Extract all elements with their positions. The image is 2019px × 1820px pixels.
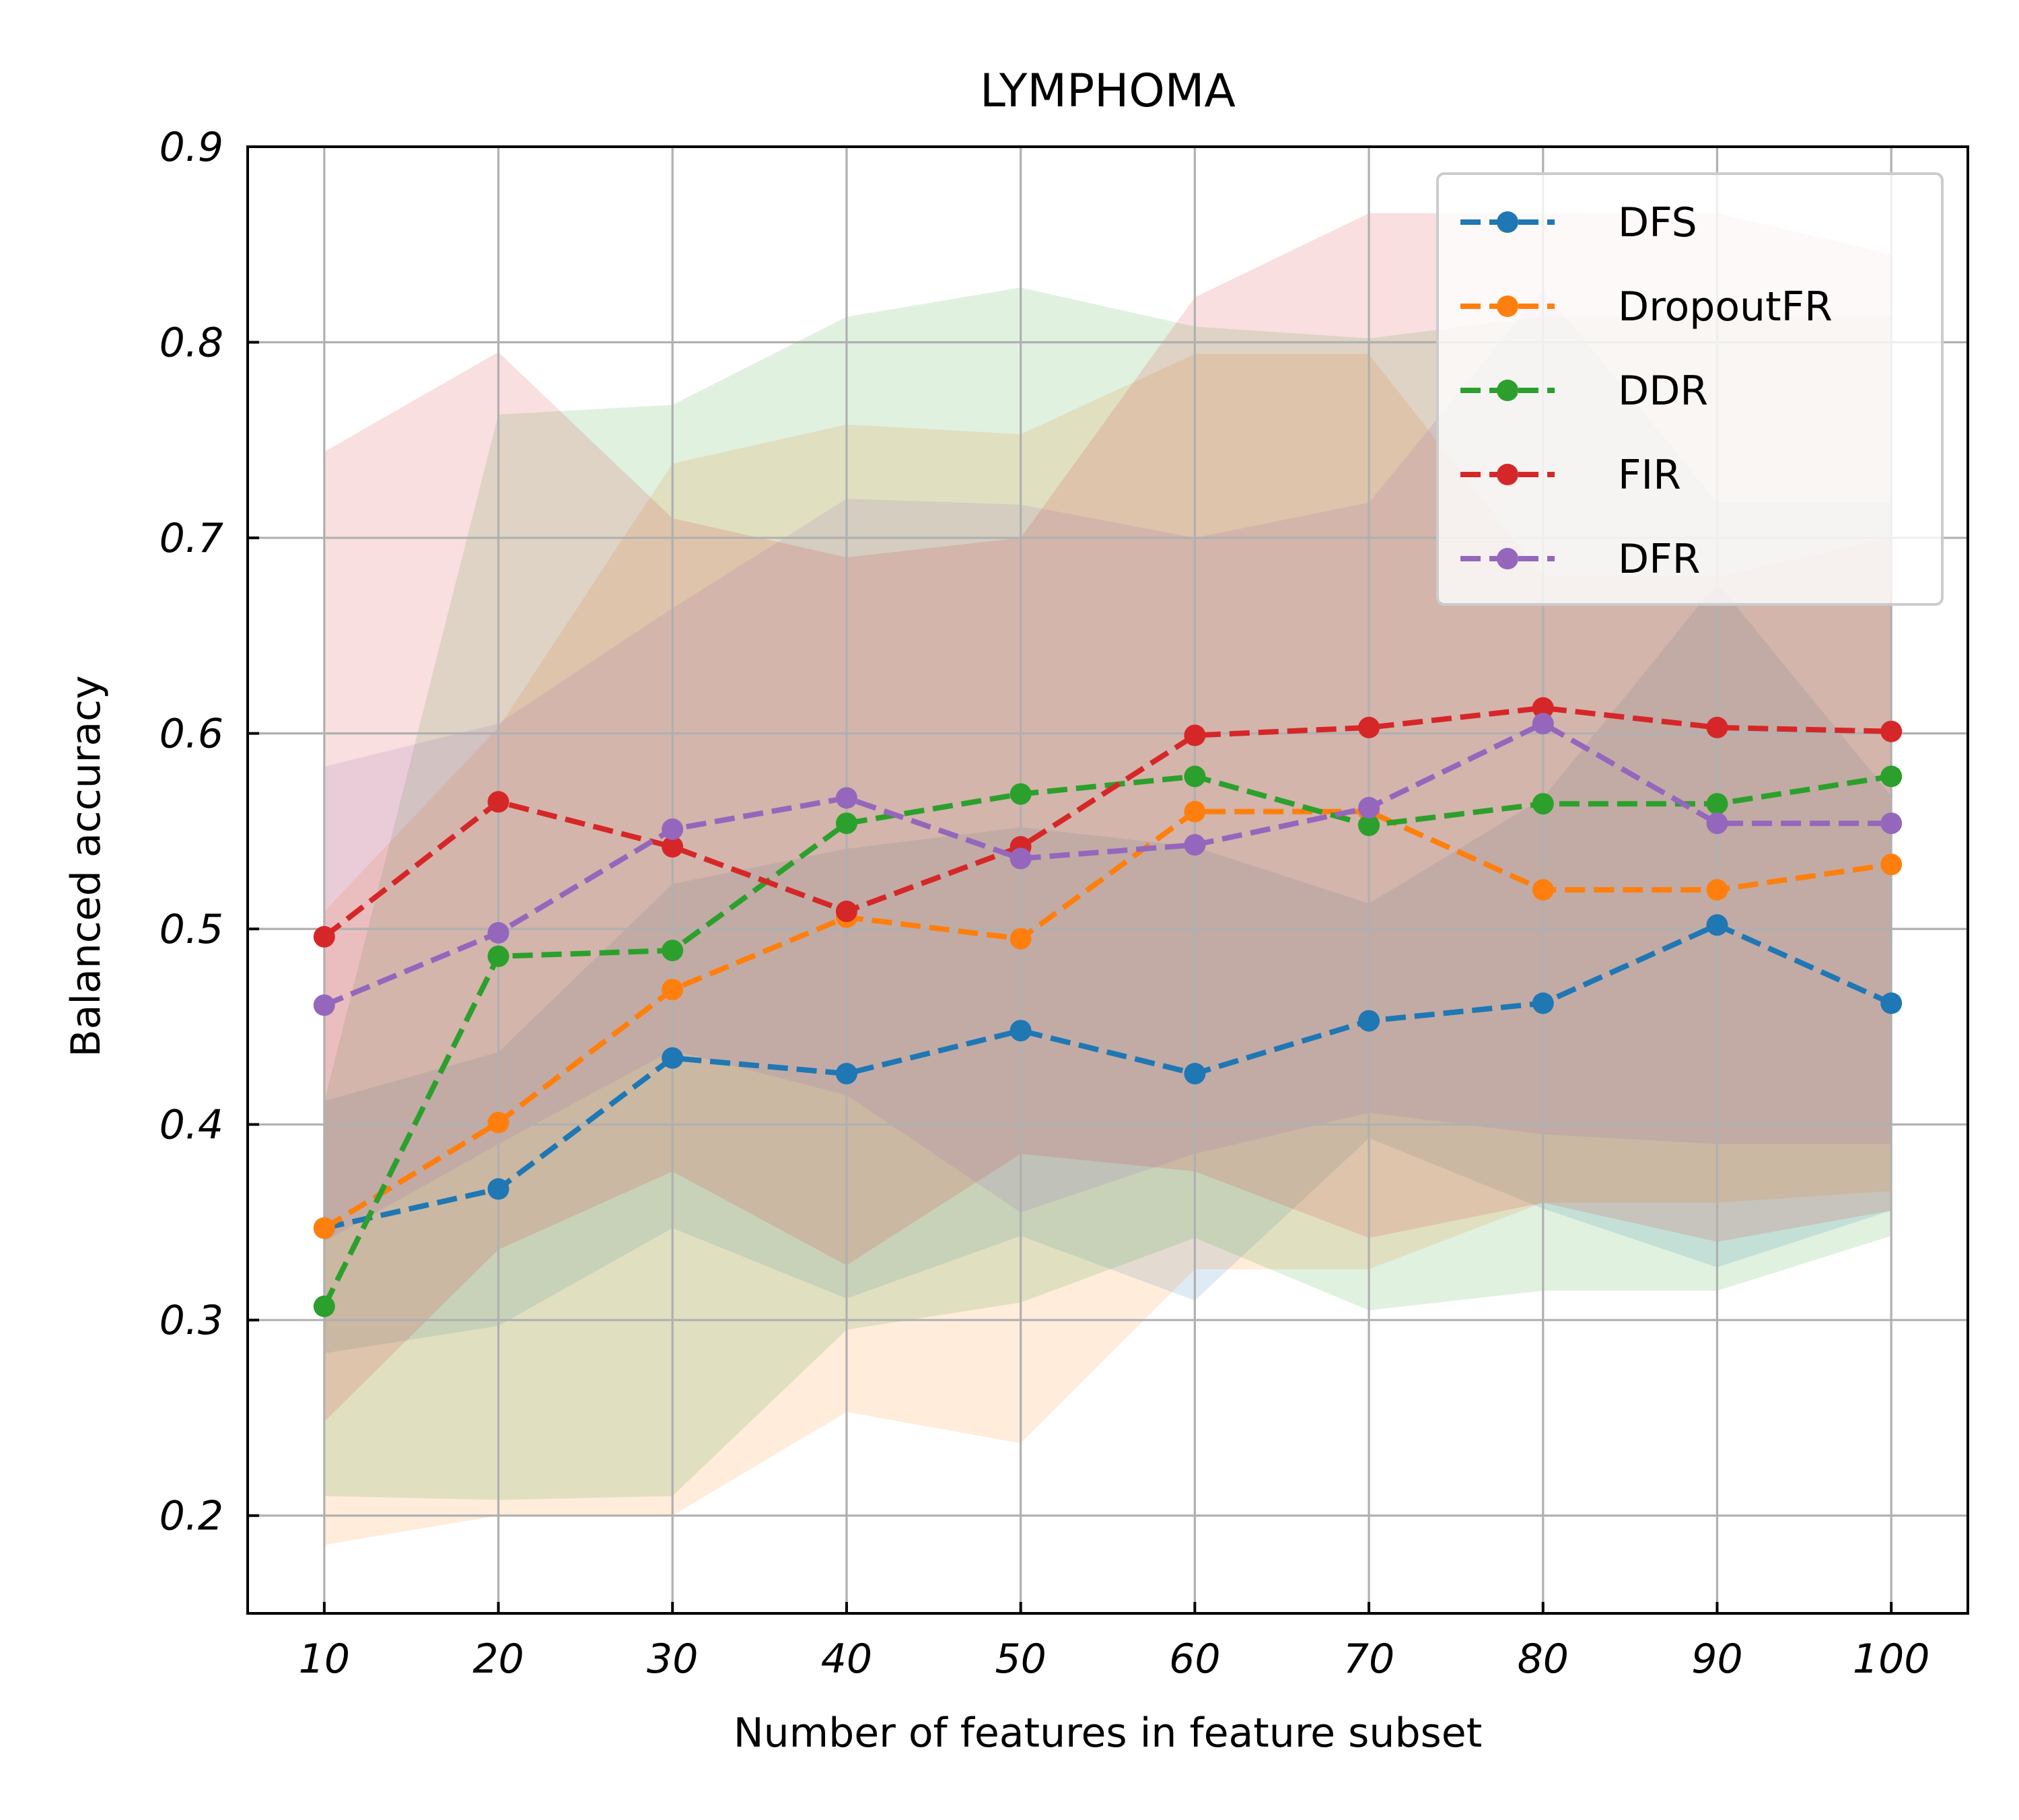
axes: 10 20 30 40 50 60 70 80 90 100 0.2 0.3 0.4 0.5 0.6 0.7 0…: [160, 124, 1969, 1683]
series-lines: [313, 697, 1903, 1317]
data-point-ddr: [487, 945, 509, 967]
data-point-fir: [662, 836, 684, 858]
legend-label-fir: FIR: [1618, 452, 1681, 499]
data-point-dropoutfr: [487, 1111, 509, 1133]
data-point-dfs: [487, 1178, 509, 1200]
legend-label-dfs: DFS: [1618, 199, 1697, 246]
data-point-fir: [1706, 716, 1728, 738]
grid-lines: [248, 145, 1968, 1613]
legend-item-dropoutfr: DropoutFR: [1460, 283, 1833, 330]
data-point-fir: [1184, 724, 1206, 746]
x-tick-label: 30: [647, 1636, 698, 1683]
data-point-fir: [1358, 716, 1380, 738]
data-point-dfr: [1532, 713, 1554, 735]
data-point-dfs: [1880, 992, 1903, 1014]
data-point-ddr: [1880, 765, 1903, 788]
y-tick-label: 0.2: [160, 1493, 223, 1540]
data-point-ddr: [1532, 793, 1554, 815]
data-point-dropoutfr: [313, 1217, 335, 1239]
y-tick-label: 0.9: [160, 124, 223, 171]
y-tick-label: 0.3: [160, 1297, 223, 1344]
series-line-fir: [322, 705, 1892, 939]
data-point-dropoutfr: [1880, 853, 1903, 876]
data-point-dropoutfr: [1184, 800, 1206, 823]
legend-item-dfr: DFR: [1460, 536, 1700, 583]
data-point-fir: [313, 925, 335, 948]
data-point-dropoutfr: [1010, 928, 1032, 950]
legend-item-dfs: DFS: [1460, 199, 1697, 246]
series-line-dfr: [323, 721, 1892, 1008]
legend-item-ddr: DDR: [1460, 368, 1708, 415]
x-tick-label: 10: [299, 1636, 350, 1683]
legend-marker-dfs: [1497, 211, 1518, 233]
chart-title: LYMPHOMA: [980, 65, 1236, 118]
band-dfs: [324, 582, 1892, 1354]
data-point-ddr: [313, 1295, 335, 1317]
x-tick-label: 20: [472, 1636, 524, 1683]
x-tick-label: 80: [1518, 1636, 1569, 1683]
y-axis-label: Balanced accuracy: [63, 675, 110, 1057]
series-dfr: [313, 713, 1903, 1016]
data-point-dfs: [835, 1063, 857, 1085]
series-line-dropoutfr: [322, 808, 1892, 1231]
data-point-ddr: [1358, 814, 1380, 837]
x-tick-label: 50: [995, 1636, 1046, 1683]
data-point-dropoutfr: [662, 979, 684, 1001]
data-point-dfr: [1880, 812, 1903, 835]
data-point-fir: [835, 901, 857, 922]
data-point-dfr: [487, 921, 509, 944]
data-point-dfs: [1532, 992, 1554, 1014]
data-point-dfs: [1010, 1020, 1032, 1042]
data-point-dfr: [1184, 834, 1206, 856]
series-line-ddr: [322, 773, 1892, 1308]
data-point-ddr: [662, 940, 684, 962]
legend-marker-dropoutfr: [1497, 295, 1518, 317]
legend: DFS DropoutFR DDR FIR DFR: [1436, 172, 1944, 606]
y-tick-label: 0.4: [160, 1102, 223, 1149]
legend-item-fir: FIR: [1460, 452, 1681, 499]
y-tick-label: 0.6: [160, 711, 223, 758]
data-point-ddr: [1010, 783, 1032, 805]
data-point-fir: [1532, 697, 1554, 719]
data-point-ddr: [835, 812, 857, 835]
x-tick-label: 90: [1691, 1636, 1742, 1683]
data-point-dfr: [835, 787, 857, 809]
data-point-ddr: [1184, 765, 1206, 788]
legend-label-dfr: DFR: [1618, 536, 1700, 583]
data-point-dfr: [662, 818, 684, 840]
legend-box: [1436, 172, 1944, 606]
x-tick-label: 70: [1343, 1636, 1394, 1683]
legend-label-ddr: DDR: [1618, 368, 1708, 415]
y-tick-label: 0.8: [160, 320, 223, 367]
data-point-fir: [487, 791, 509, 813]
data-point-dfs: [1358, 1010, 1380, 1032]
series-line-dfs: [323, 922, 1892, 1231]
band-dropoutfr: [324, 354, 1892, 1545]
data-point-dfr: [1358, 797, 1380, 818]
plot-frame: [246, 145, 1969, 1615]
y-tick-label: 0.5: [160, 906, 223, 953]
series-ddr: [313, 765, 1903, 1317]
data-point-dropoutfr: [1532, 879, 1554, 901]
data-point-dfr: [1010, 847, 1032, 870]
data-point-dfs: [1184, 1063, 1206, 1085]
legend-marker-ddr: [1497, 380, 1518, 401]
data-point-fir: [1880, 720, 1903, 742]
legend-label-dropoutfr: DropoutFR: [1618, 283, 1833, 330]
y-tick-label: 0.7: [160, 515, 223, 562]
data-point-dfr: [1706, 812, 1728, 835]
legend-marker-fir: [1497, 464, 1518, 485]
x-tick-label: 100: [1853, 1636, 1930, 1683]
x-tick-label: 40: [821, 1636, 872, 1683]
data-point-dfs: [1706, 914, 1728, 936]
data-point-dropoutfr: [1706, 879, 1728, 901]
x-tick-label: 60: [1169, 1636, 1220, 1683]
data-point-ddr: [1706, 793, 1728, 815]
data-point-dfr: [313, 994, 335, 1016]
data-point-dfs: [662, 1047, 684, 1069]
x-axis-label: Number of features in feature subset: [734, 1710, 1483, 1757]
legend-marker-dfr: [1497, 548, 1518, 569]
